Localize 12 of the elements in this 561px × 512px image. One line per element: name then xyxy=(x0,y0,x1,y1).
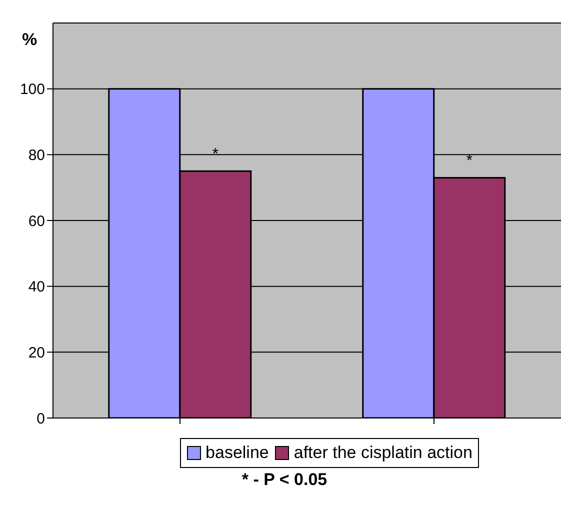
y-tick-label: 40 xyxy=(28,278,45,296)
y-tick-label: 60 xyxy=(28,212,45,230)
annotation: * xyxy=(212,146,218,164)
y-tick-label: 20 xyxy=(28,344,45,362)
legend-label: after the cisplatin action xyxy=(294,443,472,463)
text: * - P < 0.05 xyxy=(240,470,328,490)
y-tick-label: 100 xyxy=(20,81,45,98)
y-axis-title: % xyxy=(22,30,38,50)
y-tick-label: 0 xyxy=(36,410,45,428)
legend-label: baseline xyxy=(206,443,269,463)
y-tick-label: 80 xyxy=(28,146,45,164)
annotation: * xyxy=(466,152,472,170)
